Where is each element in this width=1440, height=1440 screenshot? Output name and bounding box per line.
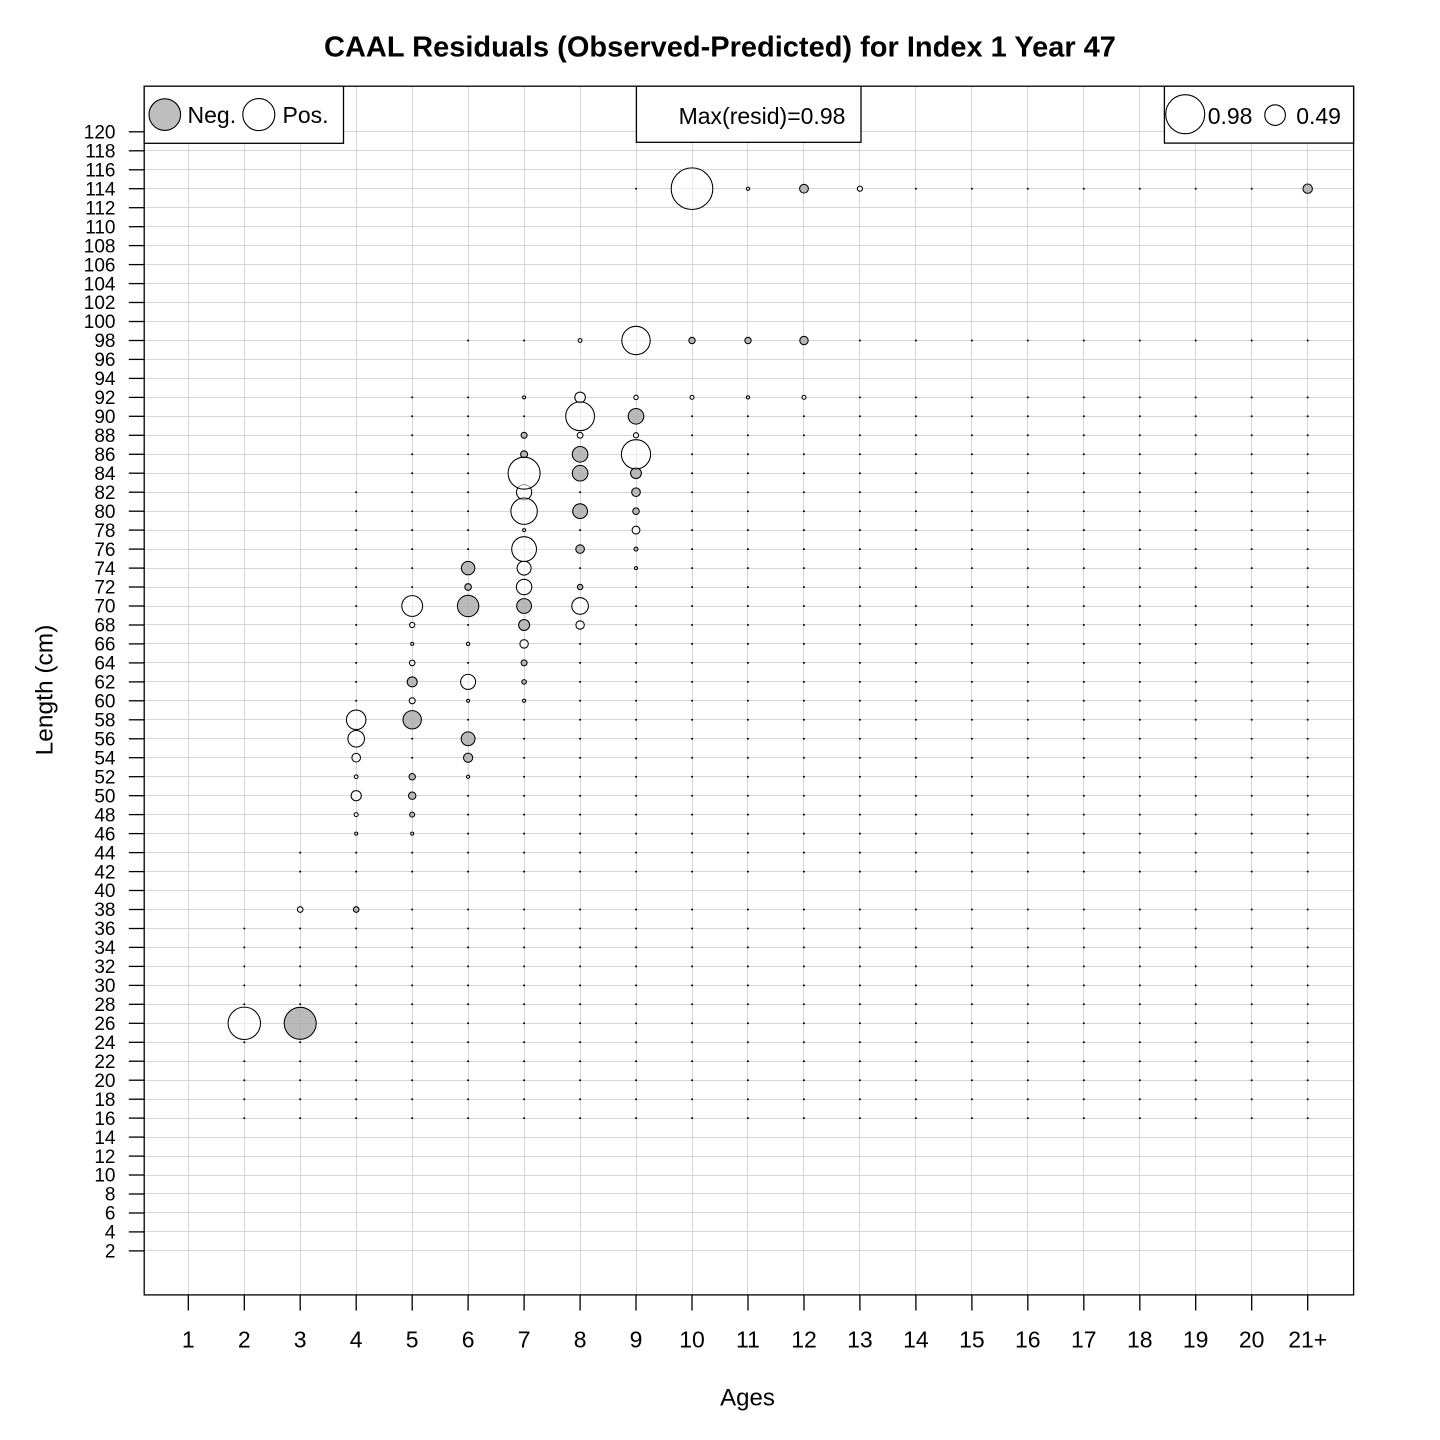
svg-text:76: 76	[94, 540, 115, 561]
svg-text:34: 34	[94, 938, 116, 959]
svg-text:48: 48	[94, 805, 115, 826]
svg-text:6: 6	[105, 1204, 116, 1225]
svg-text:19: 19	[1183, 1326, 1209, 1352]
svg-text:Pos.: Pos.	[283, 102, 329, 128]
svg-text:15: 15	[959, 1326, 985, 1352]
svg-text:38: 38	[94, 900, 115, 921]
svg-text:78: 78	[94, 521, 115, 542]
svg-text:14: 14	[903, 1326, 929, 1352]
svg-text:Length (cm): Length (cm)	[31, 625, 58, 756]
svg-text:20: 20	[94, 1071, 115, 1092]
svg-text:36: 36	[94, 919, 115, 940]
svg-text:4: 4	[350, 1326, 363, 1352]
svg-text:30: 30	[94, 976, 115, 997]
svg-text:13: 13	[847, 1326, 873, 1352]
svg-text:70: 70	[94, 597, 115, 618]
svg-text:Ages: Ages	[720, 1385, 775, 1412]
svg-text:24: 24	[94, 1033, 116, 1054]
svg-text:16: 16	[94, 1109, 115, 1130]
svg-text:14: 14	[94, 1128, 116, 1149]
svg-text:96: 96	[94, 350, 115, 371]
svg-text:86: 86	[94, 445, 115, 466]
svg-text:90: 90	[94, 407, 115, 428]
svg-text:58: 58	[94, 711, 115, 732]
svg-text:56: 56	[94, 730, 115, 751]
svg-text:80: 80	[94, 502, 115, 523]
svg-text:100: 100	[84, 312, 116, 333]
svg-text:118: 118	[85, 142, 115, 163]
svg-text:26: 26	[94, 1014, 115, 1035]
svg-text:32: 32	[94, 957, 115, 978]
svg-text:98: 98	[94, 331, 115, 352]
svg-text:0.98: 0.98	[1208, 103, 1253, 129]
svg-text:2: 2	[238, 1326, 251, 1352]
svg-text:114: 114	[85, 179, 116, 200]
svg-text:6: 6	[462, 1326, 475, 1352]
svg-text:Neg.: Neg.	[188, 102, 237, 128]
svg-text:8: 8	[574, 1326, 587, 1352]
svg-text:18: 18	[94, 1090, 115, 1111]
svg-text:82: 82	[94, 483, 115, 504]
svg-text:12: 12	[94, 1147, 115, 1168]
svg-text:17: 17	[1071, 1326, 1097, 1352]
svg-text:92: 92	[94, 388, 115, 409]
svg-text:60: 60	[94, 692, 115, 713]
svg-text:104: 104	[84, 274, 116, 295]
svg-text:28: 28	[94, 995, 115, 1016]
svg-text:74: 74	[94, 559, 116, 580]
svg-text:22: 22	[94, 1052, 115, 1073]
svg-text:11: 11	[736, 1326, 760, 1352]
svg-text:10: 10	[94, 1166, 115, 1187]
svg-text:110: 110	[85, 217, 115, 238]
svg-text:1: 1	[182, 1326, 195, 1352]
svg-text:CAAL Residuals (Observed-Predi: CAAL Residuals (Observed-Predicted) for …	[324, 32, 1116, 64]
svg-text:46: 46	[94, 824, 115, 845]
svg-text:2: 2	[105, 1242, 116, 1263]
svg-text:64: 64	[94, 654, 116, 675]
svg-text:112: 112	[85, 198, 115, 219]
svg-text:72: 72	[94, 578, 115, 599]
svg-text:44: 44	[94, 843, 116, 864]
svg-text:94: 94	[94, 369, 116, 390]
svg-text:88: 88	[94, 426, 115, 447]
svg-text:10: 10	[679, 1326, 705, 1352]
svg-text:52: 52	[94, 767, 115, 788]
svg-text:7: 7	[518, 1326, 531, 1352]
svg-text:Max(resid)=0.98: Max(resid)=0.98	[679, 103, 846, 129]
svg-text:84: 84	[94, 464, 116, 485]
svg-text:3: 3	[294, 1326, 307, 1352]
svg-text:4: 4	[105, 1223, 116, 1244]
svg-text:106: 106	[84, 255, 116, 276]
svg-text:66: 66	[94, 635, 115, 656]
svg-text:120: 120	[84, 123, 116, 144]
svg-text:21+: 21+	[1288, 1326, 1327, 1352]
svg-text:12: 12	[791, 1326, 817, 1352]
svg-text:8: 8	[105, 1185, 116, 1206]
svg-text:5: 5	[406, 1326, 419, 1352]
svg-text:50: 50	[94, 786, 115, 807]
svg-text:0.49: 0.49	[1296, 103, 1341, 129]
svg-text:116: 116	[85, 161, 115, 182]
svg-text:102: 102	[84, 293, 116, 314]
svg-text:9: 9	[630, 1326, 643, 1352]
svg-text:18: 18	[1127, 1326, 1153, 1352]
svg-text:68: 68	[94, 616, 115, 637]
svg-text:54: 54	[94, 748, 116, 769]
svg-text:40: 40	[94, 881, 115, 902]
svg-text:16: 16	[1015, 1326, 1041, 1352]
svg-text:20: 20	[1239, 1326, 1265, 1352]
svg-text:62: 62	[94, 673, 115, 694]
svg-text:108: 108	[84, 236, 116, 257]
svg-text:42: 42	[94, 862, 115, 883]
